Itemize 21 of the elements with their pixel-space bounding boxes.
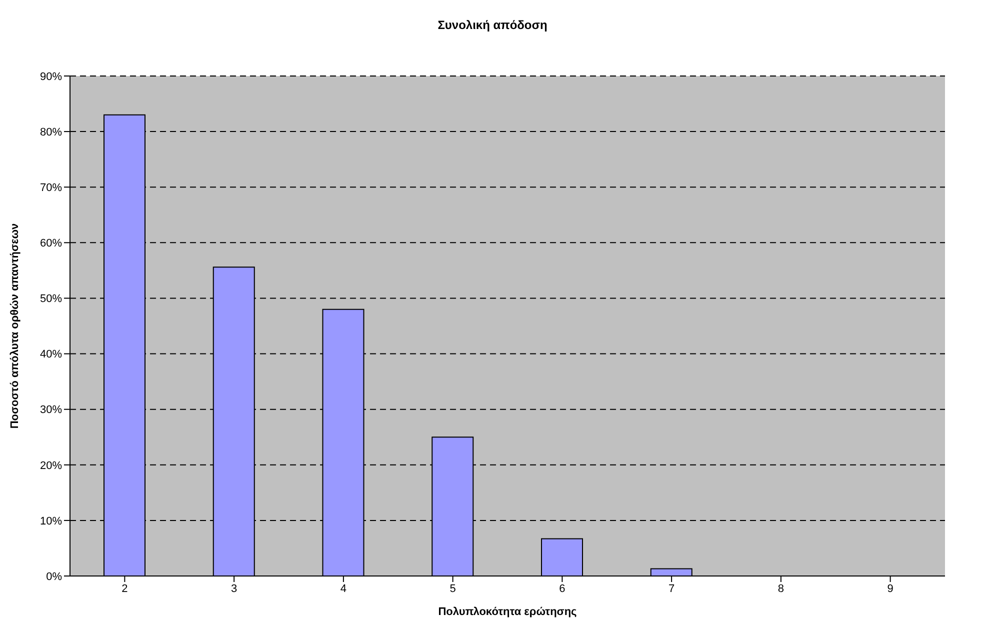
y-tick-label: 60%	[40, 238, 62, 250]
y-tick-label: 10%	[40, 515, 62, 528]
y-axis-title: Ποσοστό απόλυτα ορθών απαντήσεων	[8, 223, 21, 429]
x-tick-label: 4	[340, 582, 346, 595]
x-tick-label: 7	[668, 582, 675, 595]
y-tick-label: 20%	[40, 460, 62, 472]
x-tick-label: 3	[231, 582, 238, 595]
x-tick-label: 2	[122, 582, 128, 595]
y-tick-label: 70%	[40, 182, 62, 194]
y-tick-label: 30%	[40, 404, 62, 416]
y-tick-label: 80%	[40, 126, 62, 138]
x-tick-label: 8	[778, 582, 784, 595]
x-tick-label: 9	[887, 582, 894, 595]
chart-title: Συνολική απόδοση	[436, 18, 548, 32]
x-axis-title: Πολυπλοκότητα ερώτησης	[438, 606, 578, 618]
x-tick-label: 5	[450, 582, 456, 595]
y-tick-label: 90%	[40, 70, 62, 83]
y-tick-label: 40%	[40, 348, 62, 361]
y-tick-label: 0%	[46, 570, 62, 583]
y-tick-label: 50%	[40, 293, 62, 306]
x-tick-label: 6	[559, 582, 566, 595]
